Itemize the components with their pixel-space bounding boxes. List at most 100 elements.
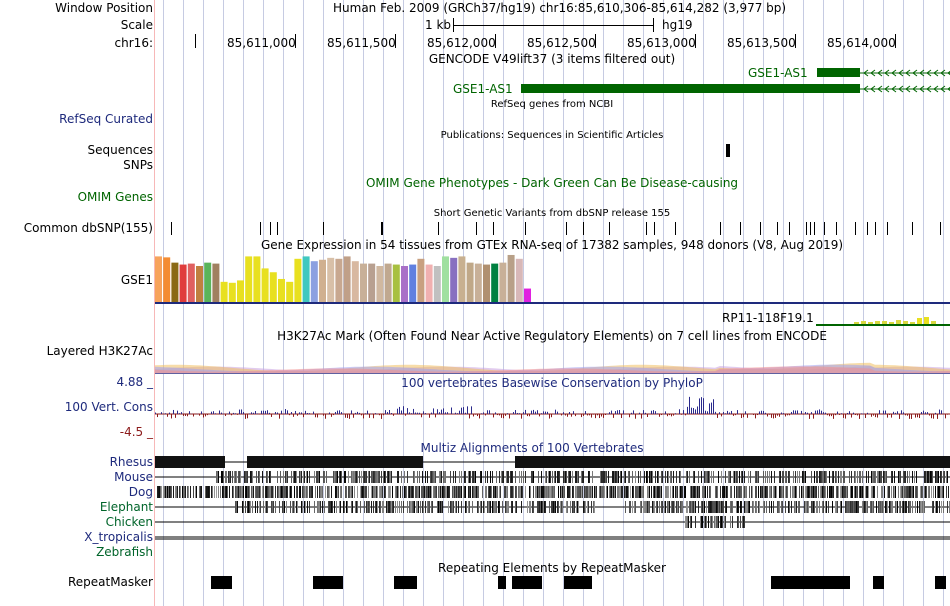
dbsnp-variant[interactable] <box>875 222 876 235</box>
gencode-gene-label-2[interactable]: GSE1-AS1 <box>453 82 513 96</box>
multiz-species-label[interactable]: Rhesus <box>109 455 153 469</box>
phylop-score <box>547 411 548 414</box>
alignment-base <box>871 501 872 513</box>
phylop-score <box>527 414 528 417</box>
repeat-element[interactable] <box>512 576 542 589</box>
alignment-base <box>819 471 820 483</box>
repeat-element[interactable] <box>313 576 343 589</box>
alignment-base <box>443 471 444 483</box>
alignment-base <box>461 486 462 498</box>
dbsnp-variant[interactable] <box>323 222 324 235</box>
gtex-tissue-bar <box>368 263 376 302</box>
gencode-gene-label-1[interactable]: GSE1-AS1 <box>748 66 808 80</box>
h3k27ac-track-label[interactable]: Layered H3K27Ac <box>46 344 153 358</box>
omim-track-label[interactable]: OMIM Genes <box>77 190 153 204</box>
alignment-base <box>794 486 795 498</box>
dbsnp-variant[interactable] <box>867 222 868 235</box>
alignment-base <box>301 501 302 513</box>
phylop-track-label[interactable]: 100 Vert. Cons <box>64 400 153 414</box>
dbsnp-variant[interactable] <box>824 222 825 235</box>
dbsnp-variant[interactable] <box>493 222 494 235</box>
alignment-base <box>706 501 707 513</box>
dbsnp-variant[interactable] <box>171 222 172 235</box>
repeat-element[interactable] <box>498 576 506 589</box>
gtex-expression-bars[interactable] <box>155 252 540 304</box>
gtex-rp11-expression-bars[interactable] <box>816 314 950 326</box>
repeat-element[interactable] <box>564 576 592 589</box>
alignment-base <box>425 486 426 498</box>
dbsnp-variant[interactable] <box>277 222 278 235</box>
alignment-base <box>817 471 818 483</box>
alignment-base <box>470 486 471 498</box>
h3k27ac-signal[interactable] <box>155 358 950 374</box>
phylop-score <box>291 412 292 414</box>
dbsnp-variant[interactable] <box>476 222 477 235</box>
multiz-species-label[interactable]: Zebrafish <box>96 545 153 559</box>
publications-track-label[interactable]: Sequences <box>87 143 153 157</box>
repeat-element[interactable] <box>211 576 232 589</box>
repeat-element[interactable] <box>771 576 850 589</box>
dbsnp-variant[interactable] <box>382 222 383 235</box>
alignment-base <box>530 501 531 513</box>
multiz-species-label[interactable]: Chicken <box>105 515 153 529</box>
snps-track-label[interactable]: SNPs <box>123 158 153 172</box>
alignment-base <box>182 486 183 498</box>
multiz-species-label[interactable]: X_tropicalis <box>84 530 153 544</box>
phylop-score <box>413 408 414 414</box>
alignment-base <box>475 486 476 498</box>
dbsnp-variant[interactable] <box>760 222 761 235</box>
gencode-gene-exon-1[interactable] <box>817 68 860 77</box>
dbsnp-variant[interactable] <box>789 222 790 235</box>
multiz-alignment-blocks[interactable] <box>155 455 950 560</box>
alignment-base <box>290 501 291 513</box>
repeat-element[interactable] <box>394 576 417 589</box>
multiz-species-label[interactable]: Dog <box>128 485 153 499</box>
multiz-species-label[interactable]: Mouse <box>114 470 153 484</box>
dbsnp-variant[interactable] <box>720 222 721 235</box>
dbsnp-variant[interactable] <box>740 222 741 235</box>
dbsnp-variant[interactable] <box>654 222 655 235</box>
multiz-species-label[interactable]: Elephant <box>99 500 153 514</box>
alignment-base <box>788 471 789 483</box>
publication-sequence-feature[interactable] <box>726 144 730 157</box>
phylop-score <box>745 411 746 414</box>
refseq-track-label[interactable]: RefSeq Curated <box>59 112 153 126</box>
alignment-base <box>573 501 574 513</box>
dbsnp-track-label[interactable]: Common dbSNP(155) <box>23 221 153 235</box>
repeat-element[interactable] <box>873 576 884 589</box>
alignment-base <box>441 486 442 498</box>
gencode-gene-exon-2[interactable] <box>521 84 860 93</box>
dbsnp-variant[interactable] <box>912 222 913 235</box>
dbsnp-variant[interactable] <box>260 222 261 235</box>
dbsnp-variant[interactable] <box>525 222 526 235</box>
intron-arrow <box>905 85 911 93</box>
dbsnp-variant[interactable] <box>806 222 807 235</box>
phylop-conservation-plot[interactable] <box>155 384 950 436</box>
dbsnp-variant[interactable] <box>381 222 382 235</box>
gtex-gene-label-rp11[interactable]: RP11-118F19.1 <box>722 311 814 325</box>
phylop-score <box>719 412 720 414</box>
alignment-base <box>646 471 647 483</box>
repeat-element[interactable] <box>935 576 946 589</box>
alignment-base <box>396 486 397 498</box>
dbsnp-variant[interactable] <box>566 222 567 235</box>
dbsnp-variant[interactable] <box>583 222 584 235</box>
dbsnp-variant[interactable] <box>887 222 888 235</box>
repeatmasker-track-label[interactable]: RepeatMasker <box>67 575 153 589</box>
alignment-base <box>907 471 908 483</box>
dbsnp-variant[interactable] <box>855 222 856 235</box>
dbsnp-variant[interactable] <box>810 222 811 235</box>
dbsnp-variant[interactable] <box>836 222 837 235</box>
dbsnp-variant[interactable] <box>646 222 647 235</box>
alignment-base <box>406 486 407 498</box>
dbsnp-variant[interactable] <box>777 222 778 235</box>
alignment-base <box>870 501 871 513</box>
dbsnp-variant[interactable] <box>675 222 676 235</box>
dbsnp-variant[interactable] <box>270 222 271 235</box>
dbsnp-variant[interactable] <box>438 222 439 235</box>
dbsnp-variant[interactable] <box>814 222 815 235</box>
dbsnp-variant[interactable] <box>609 222 610 235</box>
alignment-base <box>568 471 569 483</box>
dbsnp-variant[interactable] <box>940 222 941 235</box>
gtex-gene-label-gse1[interactable]: GSE1 <box>120 273 153 287</box>
